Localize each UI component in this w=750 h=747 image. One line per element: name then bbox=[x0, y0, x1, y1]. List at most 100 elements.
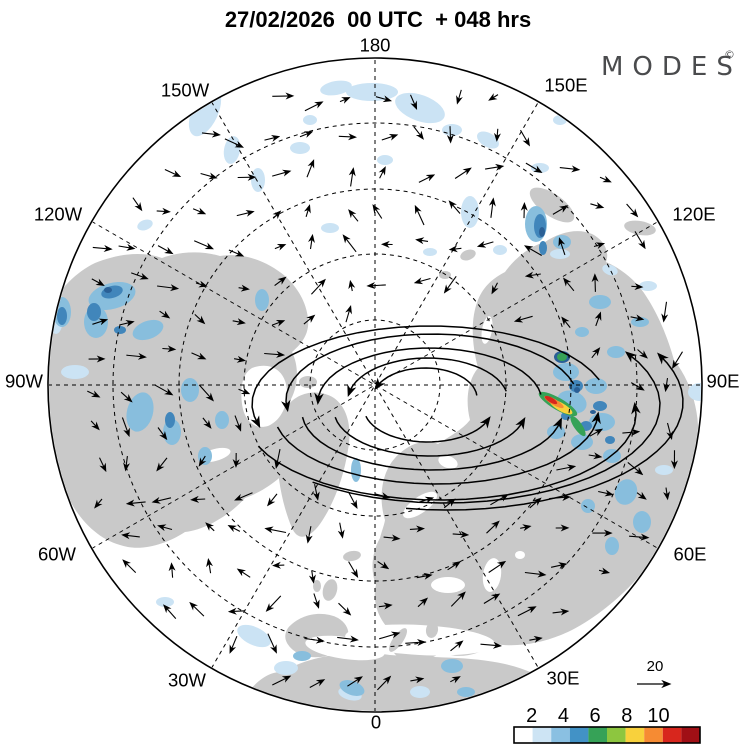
wind-arrow bbox=[549, 494, 571, 502]
wind-arrow bbox=[490, 494, 509, 506]
wind-arrow bbox=[637, 349, 648, 359]
colorbar-frame bbox=[513, 726, 701, 744]
sea-caspian bbox=[482, 558, 502, 592]
wind-arrow bbox=[267, 633, 277, 654]
shading-patch-dark bbox=[57, 307, 67, 325]
wind-arrow bbox=[201, 130, 221, 138]
shading-patch-medium bbox=[215, 411, 229, 429]
shading-patch-medium bbox=[181, 378, 199, 402]
wind-arrow bbox=[525, 162, 543, 174]
wind-arrow bbox=[132, 197, 143, 212]
wind-arrow bbox=[121, 532, 140, 540]
wind-arrow bbox=[634, 231, 646, 250]
wind-arrow bbox=[272, 675, 292, 686]
wind-arrow bbox=[626, 203, 639, 218]
wind-arrow bbox=[202, 417, 212, 429]
shading-patch-medium bbox=[575, 327, 589, 337]
wind-arrow bbox=[338, 602, 352, 616]
wind-arrow bbox=[299, 131, 314, 138]
shading-patch-medium bbox=[351, 458, 361, 482]
wind-arrow bbox=[342, 234, 357, 253]
wind-arrow bbox=[272, 210, 282, 220]
longitude-label: 60W bbox=[38, 544, 77, 565]
shading-patch-light bbox=[493, 245, 507, 255]
shading-patch-light bbox=[321, 223, 339, 233]
shading-patch-medium bbox=[441, 659, 463, 673]
wind-arrow bbox=[591, 347, 601, 359]
wind-arrow bbox=[450, 591, 466, 607]
wind-arrow bbox=[198, 455, 207, 467]
wind-arrow bbox=[190, 495, 206, 503]
extreme-feature bbox=[538, 351, 586, 437]
wind-arrow bbox=[381, 133, 399, 141]
wind-arrow bbox=[90, 420, 100, 431]
wind-arrow bbox=[122, 559, 137, 573]
wind-arrow bbox=[488, 93, 499, 101]
wind-arrow bbox=[157, 284, 180, 292]
wind-arrow bbox=[663, 487, 671, 501]
wind-arrow bbox=[264, 350, 286, 358]
modes-logo: MODES © bbox=[601, 48, 735, 82]
wind-arrow bbox=[163, 604, 177, 619]
wind-arrow bbox=[529, 635, 543, 643]
wind-arrow bbox=[415, 237, 429, 245]
longitude-label: 60E bbox=[674, 544, 707, 565]
colorbar-cell bbox=[644, 727, 663, 743]
land-britain bbox=[322, 579, 338, 601]
shading-patch-light bbox=[602, 264, 618, 276]
shading-patch-darkest bbox=[104, 287, 112, 293]
vortex-arrows-layer bbox=[250, 325, 684, 511]
wind-arrow bbox=[99, 457, 107, 473]
colorbar-tick-label: 4 bbox=[558, 705, 569, 727]
shading-patch-medium bbox=[589, 295, 611, 309]
longitude-label: 90W bbox=[5, 371, 44, 392]
longitude-label: 180 bbox=[360, 35, 391, 56]
shading-patch-medium bbox=[605, 537, 619, 555]
wind-arrow bbox=[520, 524, 532, 532]
wind-arrow bbox=[413, 126, 424, 140]
wind-arrow bbox=[377, 675, 392, 691]
wind-arrow bbox=[151, 496, 172, 504]
wind-arrow bbox=[517, 606, 537, 617]
wind-arrow bbox=[663, 378, 671, 393]
shading-patch-darkest bbox=[539, 227, 545, 237]
longitude-label: 30W bbox=[168, 670, 207, 691]
wind-arrow bbox=[271, 319, 286, 327]
wind-arrow bbox=[272, 169, 292, 177]
shading-patch-light bbox=[58, 226, 78, 238]
shading-patch-light bbox=[237, 624, 271, 648]
shading-patch-light bbox=[461, 196, 479, 228]
wind-arrow bbox=[450, 640, 464, 652]
colorbar-legend: 2 4 6 8 10 bbox=[513, 705, 701, 744]
wind-arrow bbox=[232, 318, 246, 326]
wind-arrow bbox=[491, 282, 499, 295]
wind-arrow bbox=[229, 635, 238, 654]
wind-arrow bbox=[480, 641, 502, 649]
shading-patch-light bbox=[86, 162, 104, 174]
shading-patch-medium bbox=[339, 680, 365, 696]
wind-arrow bbox=[87, 390, 101, 398]
vortex-streamline-arrow bbox=[365, 415, 491, 443]
copyright-mark: © bbox=[724, 48, 735, 61]
wind-arrow bbox=[195, 280, 208, 288]
wind-arrow bbox=[524, 570, 547, 578]
wind-arrow bbox=[274, 244, 287, 251]
colorbar-tick-label: 10 bbox=[647, 705, 669, 727]
wind-arrow bbox=[590, 202, 605, 209]
wind-arrow bbox=[312, 483, 320, 501]
wind-arrow bbox=[666, 422, 674, 441]
wind-arrow bbox=[485, 163, 505, 171]
wind-arrow bbox=[337, 635, 359, 643]
wind-arrow bbox=[157, 524, 173, 532]
wind-arrow bbox=[347, 676, 363, 687]
wind-arrow bbox=[338, 133, 357, 141]
wind-arrow bbox=[588, 452, 603, 460]
shading-patch-light bbox=[346, 83, 398, 101]
shading-patch-dark bbox=[593, 401, 607, 411]
shading-patch-light bbox=[137, 219, 153, 231]
land-arctic-island bbox=[460, 249, 476, 261]
wind-arrow bbox=[234, 355, 246, 363]
wind-arrow bbox=[418, 174, 436, 183]
